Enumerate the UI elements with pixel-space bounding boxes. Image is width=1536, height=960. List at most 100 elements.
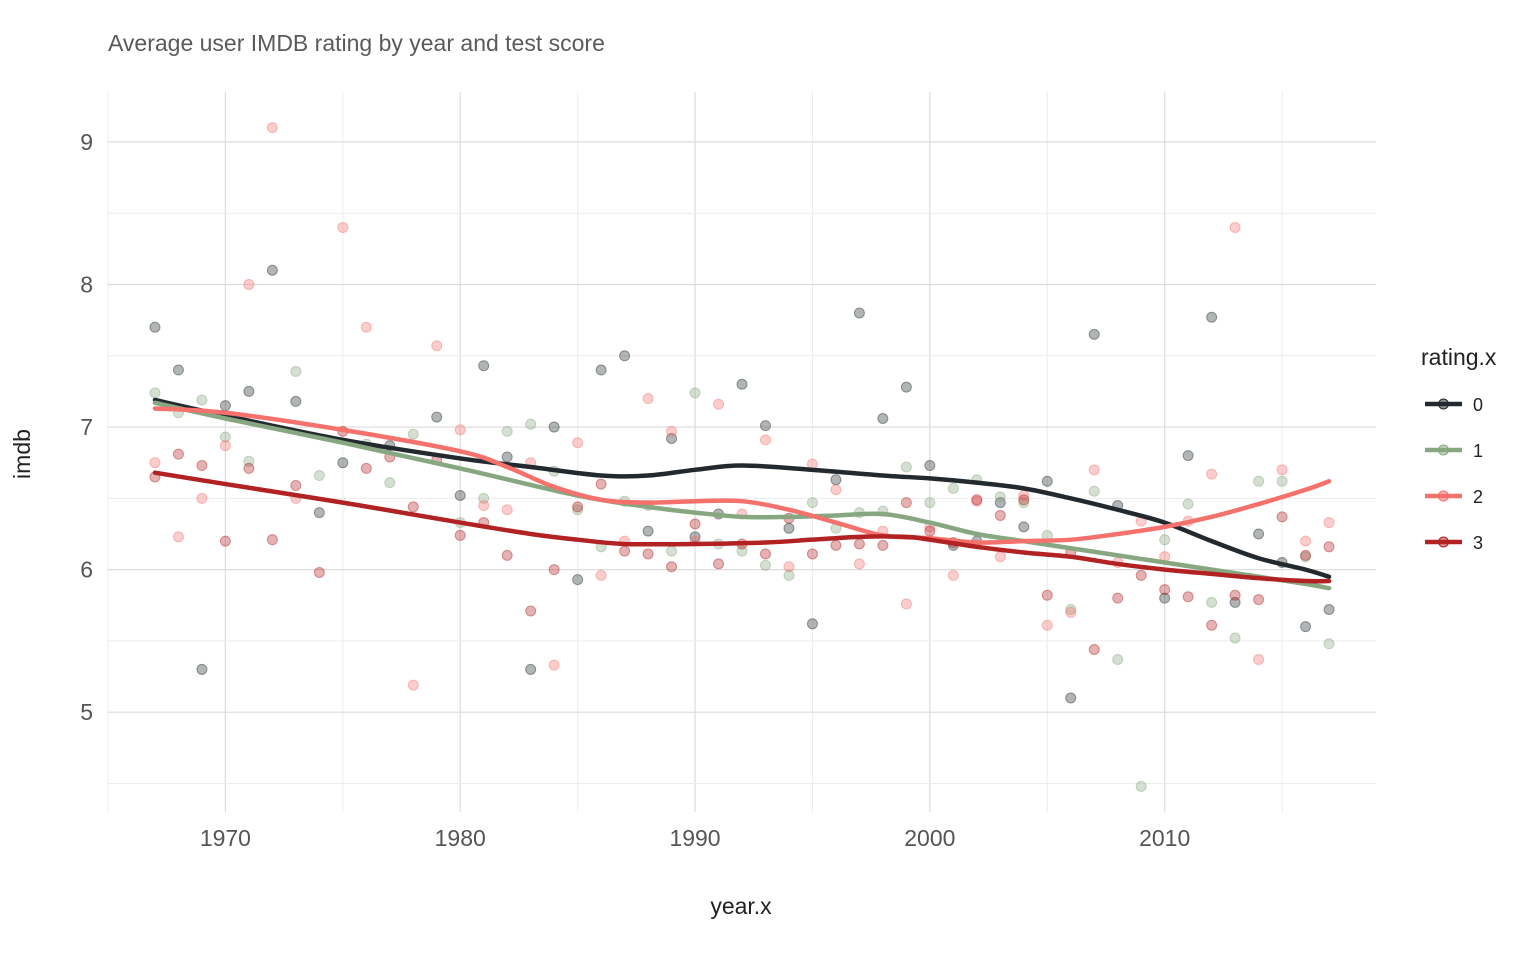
data-point-rating-1 bbox=[924, 497, 936, 509]
data-point-rating-2 bbox=[196, 492, 208, 504]
data-point-rating-3 bbox=[1276, 511, 1288, 523]
trend-line-rating-0 bbox=[152, 397, 1332, 580]
data-point-rating-3 bbox=[830, 539, 842, 551]
data-point-rating-3 bbox=[407, 501, 419, 513]
data-point-rating-1 bbox=[219, 431, 231, 443]
trend-lines bbox=[152, 397, 1332, 591]
data-point-rating-1 bbox=[783, 569, 795, 581]
y-tick-label: 6 bbox=[80, 557, 93, 583]
data-point-rating-2 bbox=[1253, 653, 1265, 665]
grid-lines bbox=[107, 92, 1376, 812]
y-axis-ticks: 5 6 7 8 9 bbox=[80, 129, 93, 725]
data-point-rating-2 bbox=[947, 569, 959, 581]
data-point-rating-2 bbox=[219, 440, 231, 452]
data-point-rating-2 bbox=[1229, 221, 1241, 233]
data-point-rating-2 bbox=[1276, 464, 1288, 476]
data-point-rating-1 bbox=[1323, 638, 1335, 650]
data-point-rating-0 bbox=[1041, 475, 1053, 487]
trend-line-rating-1 bbox=[152, 400, 1332, 591]
data-point-rating-3 bbox=[172, 448, 184, 460]
data-point-rating-0 bbox=[1300, 621, 1312, 633]
data-point-rating-0 bbox=[900, 381, 912, 393]
data-point-rating-3 bbox=[313, 566, 325, 578]
data-point-rating-2 bbox=[1088, 464, 1100, 476]
legend-key-point bbox=[1438, 536, 1449, 548]
data-point-rating-2 bbox=[149, 457, 161, 469]
data-point-rating-1 bbox=[384, 477, 396, 489]
legend-key-point bbox=[1438, 398, 1449, 410]
data-point-rating-1 bbox=[1206, 596, 1218, 608]
data-point-rating-3 bbox=[266, 534, 278, 546]
data-point-rating-0 bbox=[196, 663, 208, 675]
data-point-rating-2 bbox=[783, 561, 795, 573]
data-point-rating-3 bbox=[642, 548, 654, 560]
data-point-rating-3 bbox=[1112, 592, 1124, 604]
data-point-rating-0 bbox=[806, 618, 818, 630]
data-point-rating-2 bbox=[830, 484, 842, 496]
data-point-rating-3 bbox=[1300, 549, 1312, 561]
data-point-rating-3 bbox=[1182, 591, 1194, 603]
data-point-rating-2 bbox=[454, 424, 466, 436]
data-point-rating-0 bbox=[1018, 521, 1030, 533]
data-point-rating-0 bbox=[1182, 450, 1194, 462]
data-point-rating-2 bbox=[595, 569, 607, 581]
data-point-rating-3 bbox=[243, 462, 255, 474]
data-point-rating-3 bbox=[853, 538, 865, 550]
data-point-rating-3 bbox=[1159, 584, 1171, 596]
data-point-rating-1 bbox=[501, 425, 513, 437]
data-point-rating-3 bbox=[924, 525, 936, 537]
data-point-rating-3 bbox=[196, 460, 208, 472]
data-point-rating-2 bbox=[853, 558, 865, 570]
data-point-rating-1 bbox=[1253, 475, 1265, 487]
data-point-rating-1 bbox=[689, 387, 701, 399]
data-point-rating-0 bbox=[1206, 311, 1218, 323]
data-point-rating-0 bbox=[431, 411, 443, 423]
data-point-rating-1 bbox=[525, 418, 537, 430]
data-point-rating-0 bbox=[525, 663, 537, 675]
data-point-rating-1 bbox=[407, 428, 419, 440]
chart-title: Average user IMDB rating by year and tes… bbox=[108, 30, 605, 56]
data-point-rating-0 bbox=[1253, 528, 1265, 540]
data-point-rating-2 bbox=[266, 122, 278, 134]
data-point-rating-2 bbox=[713, 398, 725, 410]
data-point-rating-3 bbox=[454, 529, 466, 541]
data-point-rating-0 bbox=[290, 395, 302, 407]
legend-label: 3 bbox=[1473, 533, 1483, 553]
data-point-rating-0 bbox=[501, 451, 513, 463]
data-point-rating-0 bbox=[924, 460, 936, 472]
data-point-rating-1 bbox=[947, 482, 959, 494]
legend: rating.x 0 1 2 3 bbox=[1421, 344, 1497, 553]
legend-title: rating.x bbox=[1421, 344, 1497, 370]
legend-item-0: 0 bbox=[1425, 395, 1483, 415]
legend-item-1: 1 bbox=[1425, 441, 1483, 461]
data-point-rating-1 bbox=[736, 545, 748, 557]
data-point-rating-0 bbox=[219, 400, 231, 412]
data-point-rating-0 bbox=[243, 385, 255, 397]
legend-key-point bbox=[1438, 490, 1449, 502]
data-point-rating-2 bbox=[407, 679, 419, 691]
data-point-rating-0 bbox=[830, 474, 842, 486]
data-point-rating-2 bbox=[431, 340, 443, 352]
data-point-rating-0 bbox=[619, 350, 631, 362]
y-tick-label: 7 bbox=[80, 414, 93, 440]
data-point-rating-1 bbox=[243, 455, 255, 467]
data-point-rating-0 bbox=[595, 364, 607, 376]
legend-item-3: 3 bbox=[1425, 533, 1483, 553]
x-tick-label: 1990 bbox=[669, 825, 720, 851]
data-point-rating-0 bbox=[548, 421, 560, 433]
data-point-rating-0 bbox=[1065, 692, 1077, 704]
data-point-rating-1 bbox=[290, 365, 302, 377]
data-point-rating-0 bbox=[149, 321, 161, 333]
data-point-rating-0 bbox=[454, 489, 466, 501]
data-point-rating-3 bbox=[619, 545, 631, 557]
x-axis-title: year.x bbox=[710, 893, 772, 919]
x-tick-label: 2000 bbox=[904, 825, 955, 851]
data-point-rating-1 bbox=[1159, 534, 1171, 546]
data-point-rating-2 bbox=[666, 425, 678, 437]
data-point-rating-3 bbox=[971, 494, 983, 506]
data-point-rating-0 bbox=[783, 522, 795, 534]
trend-line-rating-3 bbox=[152, 470, 1332, 584]
data-point-rating-0 bbox=[1159, 592, 1171, 604]
data-point-rating-2 bbox=[501, 504, 513, 516]
data-point-rating-3 bbox=[548, 564, 560, 576]
